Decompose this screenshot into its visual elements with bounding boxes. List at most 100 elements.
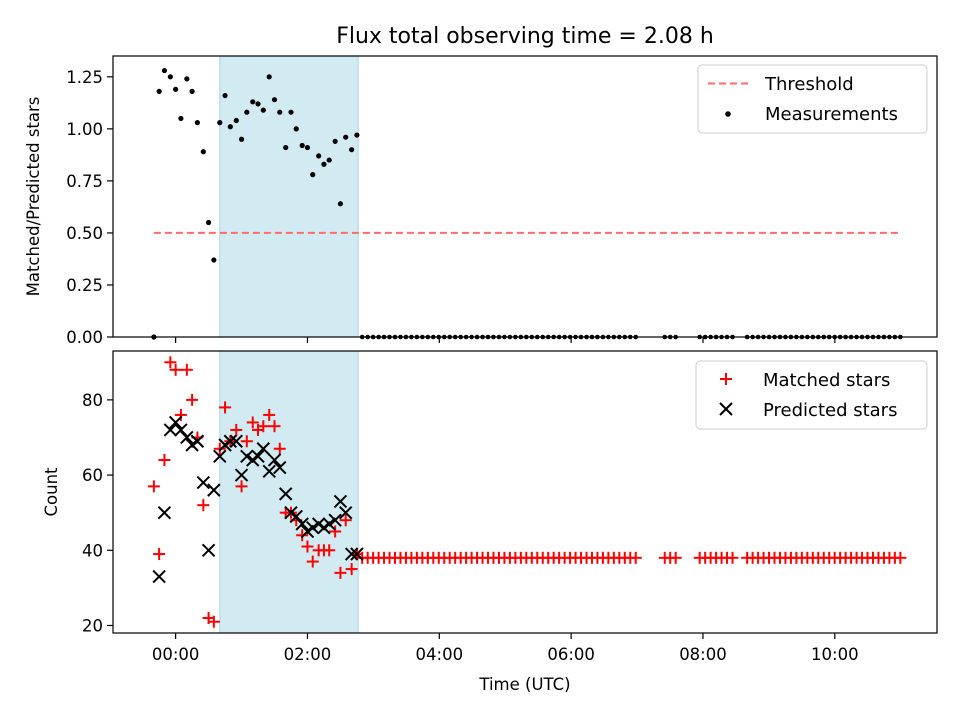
matched-star-point <box>180 363 193 376</box>
bottom-y-tick-label: 80 <box>82 391 103 410</box>
x-tick-label: 00:00 <box>152 645 200 664</box>
bottom-shaded-span <box>219 350 359 634</box>
matched-star-point <box>301 540 314 553</box>
x-tick-label: 06:00 <box>547 645 595 664</box>
predicted-star-point <box>338 505 353 520</box>
top-y-tick-label: 1.25 <box>66 68 103 87</box>
predicted-star-point <box>163 423 178 437</box>
matched-star-point <box>147 480 160 493</box>
measurement-point <box>233 117 239 124</box>
predicted-star-point <box>350 547 364 561</box>
matched-star-point <box>240 435 253 448</box>
matched-star-point <box>174 408 187 421</box>
top-shaded-span <box>219 55 359 338</box>
predicted-star-point <box>201 543 216 557</box>
predicted-star-point <box>273 460 287 475</box>
matched-star-point <box>345 563 358 576</box>
bottom-y-axis-label: Count <box>42 467 61 517</box>
chart-title: Flux total observing time = 2.08 h <box>336 24 714 49</box>
matched-star-point <box>219 401 232 414</box>
bottom-legend: Matched stars Predicted stars <box>695 360 928 430</box>
matched-star-point <box>669 551 682 564</box>
predicted-star-point <box>251 449 265 463</box>
matched-star-point <box>268 420 281 433</box>
predicted-star-point <box>240 449 254 463</box>
matched-star-point <box>213 442 226 455</box>
measurement-point <box>227 124 233 130</box>
predicted-star-point <box>190 434 205 448</box>
measurement-point <box>288 109 294 115</box>
measurement-point <box>283 144 289 151</box>
top-x-ticks <box>175 337 836 343</box>
matched-star-point <box>230 423 243 436</box>
legend-measurements-swatch <box>725 111 731 117</box>
top-y-axis-label: Matched/Predicted stars <box>24 97 43 297</box>
bottom-y-tick-label: 60 <box>82 466 103 485</box>
predicted-star-point <box>207 483 221 497</box>
measurement-point <box>238 136 245 142</box>
predicted-star-point <box>256 442 271 456</box>
top-panel: 0.00 0.25 0.50 0.75 1.00 1.25 Matched/Predict… <box>24 55 938 347</box>
matched-star-point <box>329 525 342 538</box>
matched-star-point <box>323 544 336 557</box>
measurement-point <box>321 161 327 167</box>
predicted-star-point <box>213 449 227 463</box>
top-legend-box <box>697 64 928 134</box>
predicted-star-point <box>306 521 320 535</box>
measurement-point <box>200 149 206 155</box>
measurement-point <box>260 107 266 113</box>
matched-star-point <box>164 356 177 369</box>
measurement-point <box>244 109 250 115</box>
predicted-star-point <box>289 509 303 524</box>
measurement-point <box>266 74 272 80</box>
measurement-point <box>337 201 344 207</box>
matched-star-point <box>273 442 286 455</box>
measurement-point <box>161 67 168 74</box>
predicted-star-point <box>295 517 309 531</box>
predicted-star-point <box>322 517 336 531</box>
predicted-star-point <box>152 569 166 584</box>
measurement-point <box>299 142 305 149</box>
matched-star-point <box>207 615 220 628</box>
bottom-panel: 00:00 02:00 04:00 06:00 08:00 10:00 20406080 … <box>42 350 938 694</box>
matched-star-point <box>257 420 270 433</box>
measurement-point <box>293 126 299 132</box>
matched-star-point <box>197 499 210 512</box>
bottom-shaded-rect <box>219 350 359 634</box>
matched-star-point <box>246 416 259 429</box>
bottom-y-tick-label: 20 <box>82 616 103 635</box>
bottom-y-tick-label: 40 <box>82 541 103 560</box>
measurement-point <box>205 219 212 226</box>
top-y-tick-label: 1.00 <box>66 120 103 139</box>
measurement-point <box>194 120 200 126</box>
predicted-star-point <box>168 415 183 430</box>
matched-star-point <box>334 566 347 579</box>
predicted-star-point <box>262 464 276 479</box>
predicted-star-point <box>234 468 249 482</box>
measurement-point <box>156 88 162 94</box>
bottom-axes-frame <box>112 350 938 634</box>
legend-matched-swatch <box>720 373 732 385</box>
matched-star-point <box>339 514 352 527</box>
bottom-legend-box <box>695 360 928 430</box>
x-tick-label: 02:00 <box>284 645 332 664</box>
predicted-star-point <box>157 505 172 520</box>
measurement-point <box>255 101 261 107</box>
measurement-point <box>354 132 360 138</box>
measurement-point <box>211 257 217 263</box>
measurement-point <box>189 88 195 94</box>
matched-star-point <box>186 393 199 406</box>
measurement-point <box>217 120 223 126</box>
matched-star-point <box>235 480 248 493</box>
measurement-point <box>332 138 338 144</box>
x-tick-label: 08:00 <box>679 645 727 664</box>
measurement-point <box>184 76 190 82</box>
legend-measurements-label: Measurements <box>765 104 898 125</box>
measurement-point <box>250 99 256 105</box>
top-legend: Threshold Measurements <box>697 64 928 134</box>
legend-predicted-label: Predicted stars <box>763 400 897 421</box>
top-shaded-rect <box>219 55 359 338</box>
measurement-point <box>178 115 184 122</box>
measurement-point <box>271 97 278 103</box>
